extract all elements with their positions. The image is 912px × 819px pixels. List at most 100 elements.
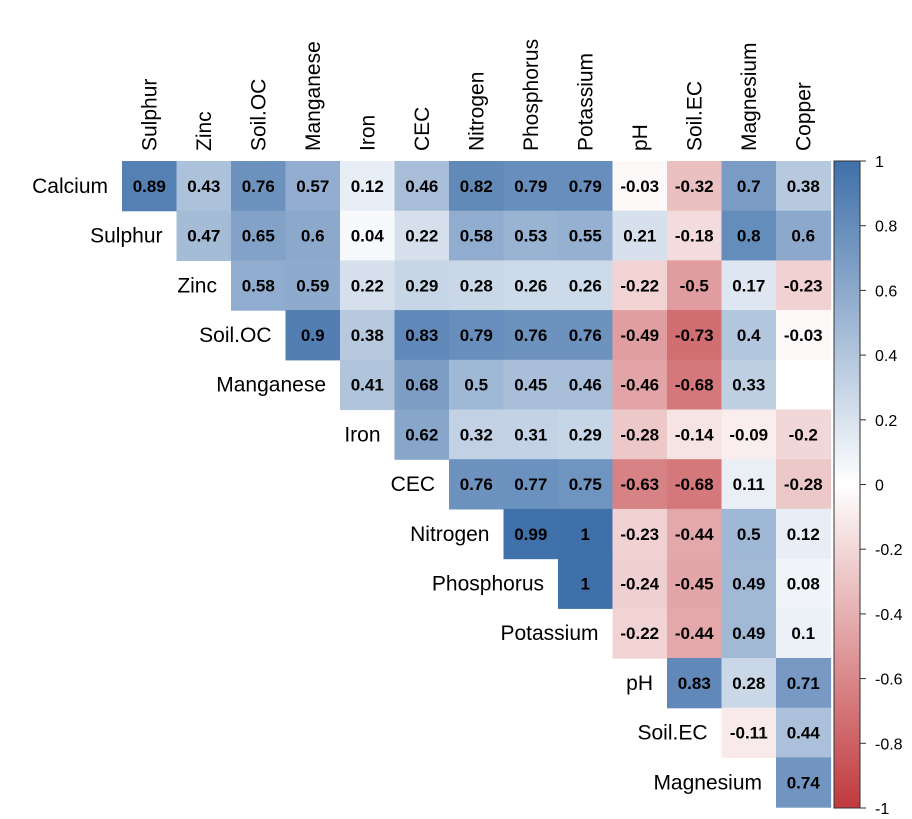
- cell-value-label: -0.49: [620, 326, 659, 345]
- cell-value-label: 0.79: [460, 326, 493, 345]
- heatmap-cell: [558, 161, 614, 212]
- cell-value-label: 0.6: [791, 227, 815, 246]
- heatmap-cell: [776, 260, 832, 311]
- cell-value-label: 0.5: [464, 376, 488, 395]
- cell-value-label: 0.1: [791, 624, 815, 643]
- cell-value-label: 0.58: [242, 276, 275, 295]
- heatmap-cell: [503, 409, 559, 460]
- cell-value-label: 0.76: [242, 177, 275, 196]
- top-axis-label: Soil.OC: [247, 79, 270, 151]
- heatmap-cell: [776, 757, 832, 808]
- heatmap-cell: [667, 508, 723, 560]
- heatmap-cell: [721, 359, 777, 411]
- heatmap-cell: [721, 658, 777, 709]
- heatmap-cell: [667, 608, 723, 659]
- heatmap-cell: [776, 658, 832, 709]
- heatmap-cell: [394, 359, 450, 411]
- heatmap-cell: [721, 260, 777, 311]
- cell-value-label: 0.82: [460, 177, 493, 196]
- cell-value-label: -0.23: [784, 276, 823, 295]
- heatmap-cell: [776, 161, 832, 212]
- cell-value-label: 0.65: [242, 227, 275, 246]
- top-axis-label: Phosphorus: [520, 39, 543, 151]
- heatmap-cell: [721, 508, 777, 560]
- cell-value-label: -0.32: [675, 177, 714, 196]
- left-axis-label: Phosphorus: [432, 572, 544, 595]
- legend-tick-label: 0.8: [875, 219, 897, 236]
- cell-value-label: 0.29: [569, 425, 602, 444]
- cell-value-label: 0.11: [733, 475, 765, 494]
- heatmap-cell: [612, 161, 668, 212]
- top-axis-label: Soil.EC: [683, 81, 706, 151]
- heatmap-cell: [394, 409, 450, 460]
- cell-value-label: 0.9: [301, 326, 325, 345]
- cell-value-label: 0.4: [737, 326, 761, 345]
- cell-value-label: 0.68: [405, 376, 438, 395]
- heatmap-cell: [449, 359, 505, 411]
- cell-value-label: -0.23: [620, 525, 659, 544]
- heatmap-cell: [721, 707, 777, 758]
- heatmap-cell: [176, 161, 232, 212]
- top-axis-label: Potassium: [574, 53, 597, 151]
- cell-value-label: 0.22: [351, 276, 384, 295]
- heatmap-cell: [503, 210, 559, 261]
- left-axis-label: Potassium: [500, 622, 598, 645]
- heatmap-cell: [667, 310, 723, 361]
- legend-tick-label: -0.2: [875, 542, 903, 559]
- cell-value-label: 0.99: [514, 525, 547, 544]
- cell-value-label: 0.83: [405, 326, 438, 345]
- heatmap-cell: [776, 359, 832, 411]
- cell-value-label: 0.21: [623, 227, 656, 246]
- cell-value-label: 0.71: [787, 674, 820, 693]
- heatmap-cell: [721, 409, 777, 460]
- cell-value-label: -0.44: [675, 525, 714, 544]
- cell-value-label: 0.17: [732, 276, 765, 295]
- cell-value-label: -0.03: [620, 177, 659, 196]
- cell-value-label: -0.14: [675, 425, 714, 444]
- top-axis-label: Nitrogen: [465, 72, 488, 151]
- cell-value-label: 0.26: [569, 276, 602, 295]
- heatmap-cell: [394, 210, 450, 261]
- cell-value-label: 0.46: [405, 177, 438, 196]
- top-axis-labels: Sulphur Zinc Soil.OC Manganese Iron CEC Nitrog…: [138, 39, 815, 151]
- cell-value-label: 0.75: [569, 475, 602, 494]
- heatmap-cell: [721, 558, 777, 609]
- heatmap-cell: [558, 310, 614, 361]
- heatmap-cell: [721, 608, 777, 659]
- heatmap-cell: [340, 310, 396, 361]
- left-axis-label: Iron: [344, 423, 380, 446]
- cell-value-label: 0.44: [787, 724, 821, 743]
- cell-value-label: 0.41: [351, 376, 384, 395]
- top-axis-label: Magnesium: [738, 42, 761, 151]
- heatmap-cell: [449, 409, 505, 460]
- cell-value-label: -0.45: [675, 574, 714, 593]
- heatmap-cell: [612, 409, 668, 460]
- cell-value-label: 0.6: [301, 227, 325, 246]
- heatmap-cell: [667, 359, 723, 411]
- cell-value-label: -0.68: [675, 376, 714, 395]
- cell-value-label: 0.49: [732, 624, 765, 643]
- cell-value-label: 0.28: [732, 674, 765, 693]
- heatmap-cell: [776, 310, 832, 361]
- heatmap-cell: [721, 310, 777, 361]
- heatmap-cell: [776, 210, 832, 261]
- cell-value-label: -0.73: [675, 326, 714, 345]
- heatmap-cell: [231, 210, 287, 261]
- heatmap-cell: [612, 508, 668, 560]
- cell-value-label: 0.62: [405, 425, 438, 444]
- heatmap-cell: [394, 161, 450, 212]
- heatmap-cell: [285, 161, 341, 212]
- top-axis-label: Copper: [792, 82, 815, 151]
- heatmap-cell: [394, 310, 450, 361]
- cell-value-label: 0.12: [787, 525, 820, 544]
- legend-tick-label: 0: [875, 478, 884, 495]
- left-axis-label: Calcium: [32, 175, 108, 198]
- cell-value-label: 0.76: [514, 326, 547, 345]
- heatmap-cell: [667, 658, 723, 709]
- legend-tick-label: 0.4: [875, 348, 897, 365]
- cell-value-label: 0.76: [569, 326, 602, 345]
- cell-value-label: 0.46: [569, 376, 602, 395]
- cell-value-label: 0.38: [787, 177, 820, 196]
- cell-value-label: 0.26: [514, 276, 547, 295]
